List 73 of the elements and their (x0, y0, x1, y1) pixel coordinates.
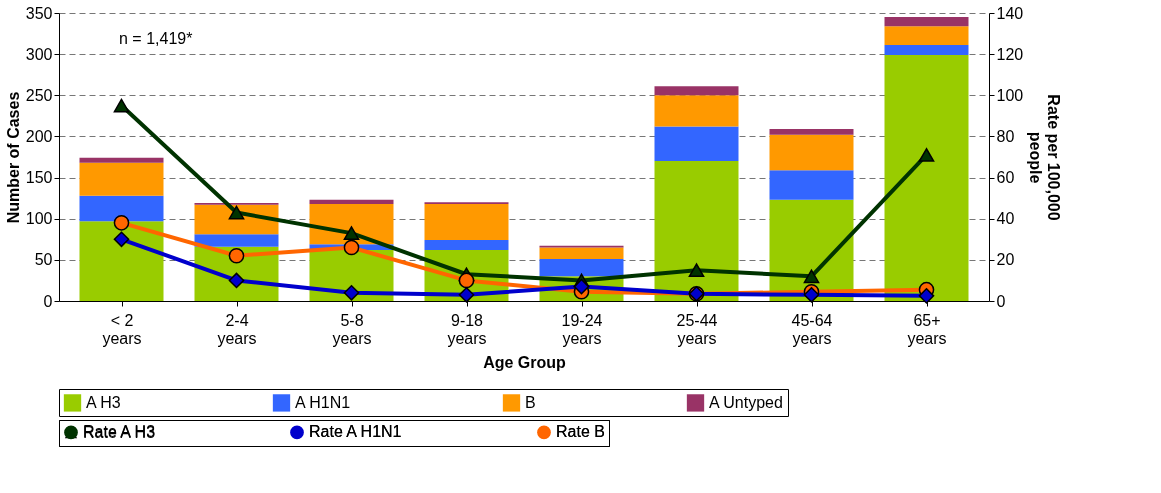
bar (539, 259, 624, 277)
point (803, 269, 820, 284)
y-tick-label: 50 (34, 251, 53, 269)
point (228, 272, 245, 289)
point (113, 98, 130, 113)
point (918, 288, 935, 304)
y2-tick-label: 60 (996, 169, 1015, 187)
point (343, 284, 360, 301)
bar (424, 203, 509, 241)
point (343, 239, 360, 256)
bar (654, 86, 739, 96)
bar (654, 161, 739, 301)
bar (79, 162, 164, 196)
bar (79, 195, 164, 222)
point (113, 231, 130, 248)
y-tick-label: 150 (25, 169, 53, 187)
x-tick-label: < 2 years (102, 311, 142, 347)
x-tick-label: 25-44 years (676, 311, 718, 347)
bar (79, 157, 164, 163)
x-tick-label: 5-8 years (332, 311, 372, 347)
point (458, 287, 475, 303)
legend-label: Rate A H1N1 (309, 423, 402, 441)
y2-tick-label: 80 (996, 127, 1015, 145)
legend-label: A H3 (86, 393, 121, 411)
point (228, 205, 245, 220)
y2-tick-label: 140 (996, 4, 1024, 22)
x-tick-label: 65+ years (907, 311, 947, 347)
bar (654, 95, 739, 127)
point (688, 263, 705, 278)
bar (884, 17, 969, 27)
y-tick-label: 250 (25, 86, 53, 104)
bar (309, 199, 394, 204)
y2-tick-label: 20 (996, 251, 1015, 269)
y-tick-label: 0 (43, 292, 53, 310)
y-axis-title: Number of Cases (4, 91, 22, 224)
bar (884, 26, 969, 46)
x-tick-label: 45-64 years (791, 311, 833, 347)
bar (884, 45, 969, 55)
y-tick-label: 100 (25, 210, 53, 228)
x-tick-label: 9-18 years (447, 311, 487, 347)
bar (424, 240, 509, 250)
y-tick-label: 350 (25, 4, 53, 22)
y2-tick-label: 0 (996, 292, 1006, 310)
point (458, 272, 475, 289)
y-tick-label: 200 (25, 127, 53, 145)
point (343, 226, 360, 240)
annotation: n = 1,419* (119, 30, 193, 47)
bar (539, 247, 624, 260)
point (228, 247, 245, 264)
y2-tick-label: 120 (996, 45, 1024, 63)
point (113, 215, 130, 231)
x-axis-title: Age Group (483, 353, 567, 371)
bar (769, 134, 854, 171)
y2-tick-label: 100 (996, 86, 1024, 104)
point (918, 148, 935, 162)
point (803, 287, 820, 303)
bar (654, 126, 739, 162)
point (573, 278, 590, 295)
x-tick-label: 19-24 years (561, 311, 603, 347)
bar (769, 170, 854, 200)
legend-label: A Untyped (709, 393, 783, 411)
bar (884, 54, 969, 301)
bar (194, 234, 279, 247)
bar (79, 221, 164, 301)
legend-label: A H1N1 (295, 393, 351, 411)
y-tick-label: 300 (25, 45, 53, 63)
legend-label: Rate A H3 (83, 423, 156, 441)
y2-axis-title: Rate per 100,000 people (1027, 94, 1063, 221)
legend-label: B (525, 393, 536, 411)
bar (769, 129, 854, 135)
x-tick-label: 2-4 years (217, 311, 257, 347)
legend-label: Rate B (556, 423, 605, 441)
y2-tick-label: 40 (996, 210, 1015, 228)
